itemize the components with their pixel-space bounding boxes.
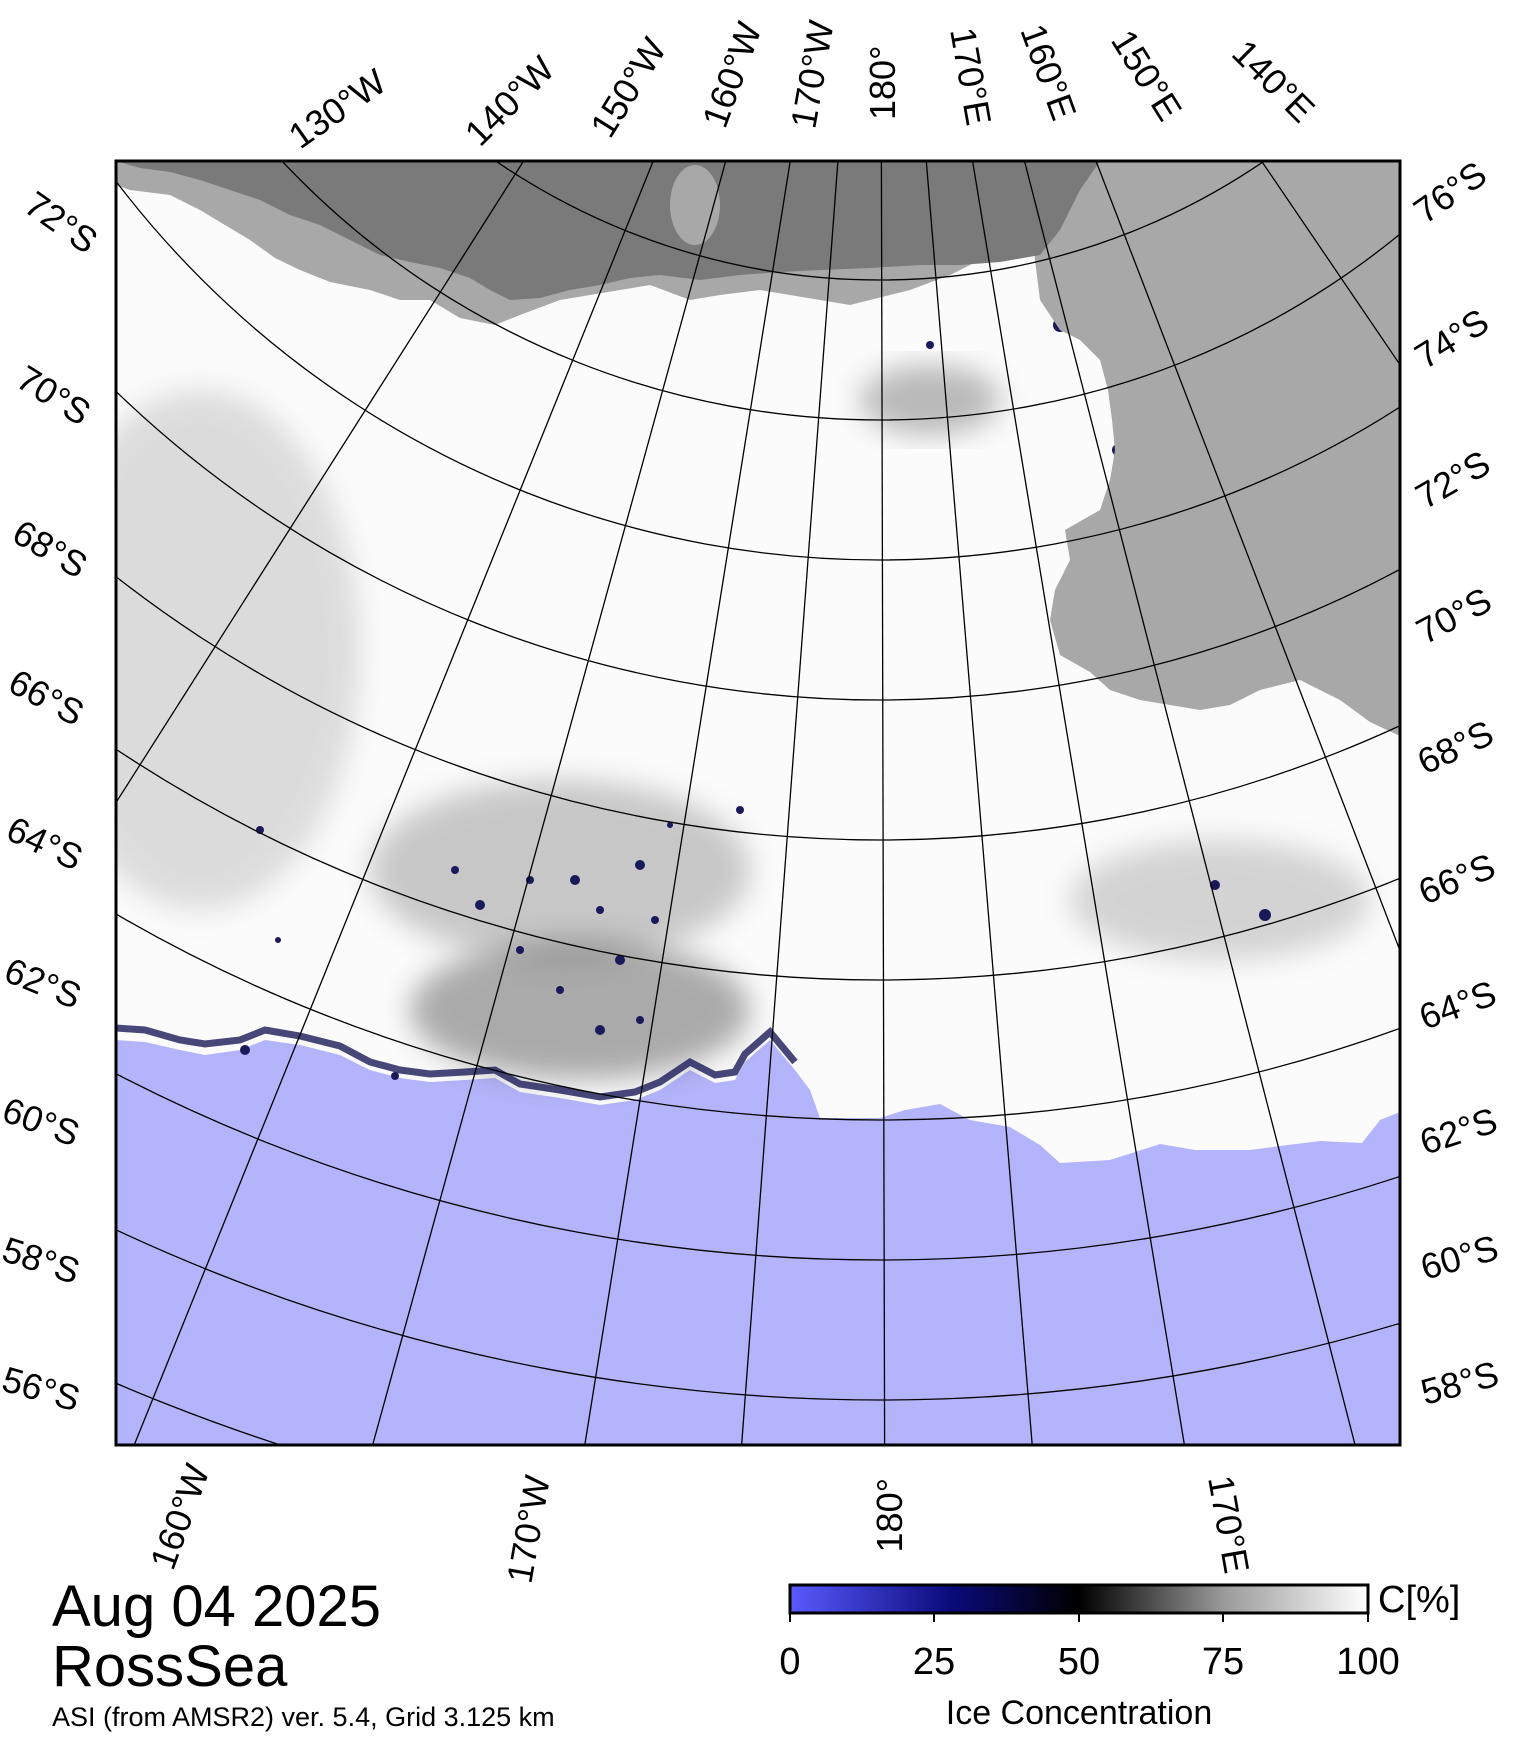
colorbar-unit: C[%] bbox=[1378, 1579, 1460, 1621]
left-label-62s: 62°S bbox=[0, 949, 87, 1016]
colorbar-tick-50: 50 bbox=[1058, 1641, 1100, 1683]
top-label-160w: 160°W bbox=[694, 17, 770, 133]
left-label-66s: 66°S bbox=[2, 661, 91, 734]
ice-texture-ross bbox=[860, 365, 1000, 435]
top-longitude-labels: 130°W 140°W 150°W 160°W 170°W 180° 170°E… bbox=[281, 17, 1323, 157]
top-label-150e: 150°E bbox=[1103, 23, 1190, 128]
top-label-140w: 140°W bbox=[457, 48, 563, 154]
top-label-130w: 130°W bbox=[281, 61, 393, 157]
top-label-180: 180° bbox=[862, 46, 903, 120]
latitude-circles bbox=[116, 161, 1400, 1445]
right-label-74s: 74°S bbox=[1408, 300, 1496, 376]
ice-edge-band bbox=[116, 1024, 798, 1101]
colorbar-tick-75: 75 bbox=[1202, 1641, 1244, 1683]
meridians bbox=[116, 161, 1400, 1445]
data-credit: ASI (from AMSR2) ver. 5.4, Grid 3.125 km bbox=[52, 1702, 555, 1732]
colorbar bbox=[788, 1583, 1370, 1615]
colorbar-title: Ice Concentration bbox=[946, 1694, 1213, 1732]
land-east bbox=[1030, 161, 1400, 736]
right-label-70s: 70°S bbox=[1410, 579, 1499, 652]
ice-texture-east bbox=[1070, 840, 1370, 960]
left-label-72s: 72°S bbox=[17, 183, 105, 262]
bottom-label-180: 180° bbox=[869, 1478, 910, 1552]
right-label-68s: 68°S bbox=[1411, 712, 1499, 782]
ice-texture-south bbox=[410, 940, 750, 1080]
colorbar-ticks bbox=[789, 1613, 1369, 1622]
right-label-60s: 60°S bbox=[1416, 1227, 1503, 1288]
top-label-140e: 140°E bbox=[1224, 32, 1323, 131]
ross-ice-shelf bbox=[116, 161, 1100, 300]
left-latitude-labels: 72°S 70°S 68°S 66°S 64°S 62°S 60°S 58°S … bbox=[0, 183, 105, 1419]
right-latitude-labels: 76°S 74°S 72°S 70°S 68°S 66°S 64°S 62°S … bbox=[1406, 153, 1503, 1413]
map-date: Aug 04 2025 bbox=[52, 1574, 381, 1639]
map-frame bbox=[114, 159, 1402, 1447]
left-label-68s: 68°S bbox=[6, 511, 94, 586]
left-label-70s: 70°S bbox=[10, 357, 98, 433]
colorbar-tick-0: 0 bbox=[779, 1641, 800, 1683]
left-label-60s: 60°S bbox=[0, 1089, 85, 1154]
top-label-150w: 150°W bbox=[582, 31, 674, 145]
ice-shelf-feature bbox=[670, 165, 720, 245]
bottom-label-170e: 170°E bbox=[1200, 1472, 1257, 1576]
map-area bbox=[116, 161, 1400, 1445]
colorbar-legend: C[%] 0 25 50 75 100 Ice Concentration bbox=[779, 1579, 1460, 1732]
right-label-58s: 58°S bbox=[1416, 1353, 1502, 1413]
ice-texture-west bbox=[116, 390, 360, 910]
right-label-72s: 72°S bbox=[1409, 442, 1497, 517]
top-label-170e: 170°E bbox=[942, 24, 999, 128]
left-label-64s: 64°S bbox=[1, 808, 89, 878]
top-label-170w: 170°W bbox=[783, 17, 842, 131]
ice-texture-center bbox=[370, 780, 750, 960]
bottom-longitude-labels: 160°W 170°W 180° 170°E bbox=[142, 1459, 1258, 1586]
right-label-62s: 62°S bbox=[1415, 1099, 1502, 1162]
bottom-label-170w: 170°W bbox=[499, 1472, 558, 1586]
right-label-64s: 64°S bbox=[1414, 972, 1502, 1037]
left-label-58s: 58°S bbox=[0, 1229, 85, 1292]
bottom-label-160w: 160°W bbox=[142, 1459, 218, 1575]
map-region: RossSea bbox=[52, 1634, 288, 1699]
colorbar-tick-100: 100 bbox=[1336, 1641, 1399, 1683]
top-label-160e: 160°E bbox=[1012, 19, 1084, 126]
right-label-76s: 76°S bbox=[1406, 153, 1494, 232]
left-label-56s: 56°S bbox=[0, 1358, 85, 1419]
right-label-66s: 66°S bbox=[1413, 845, 1501, 912]
colorbar-tick-25: 25 bbox=[913, 1641, 955, 1683]
